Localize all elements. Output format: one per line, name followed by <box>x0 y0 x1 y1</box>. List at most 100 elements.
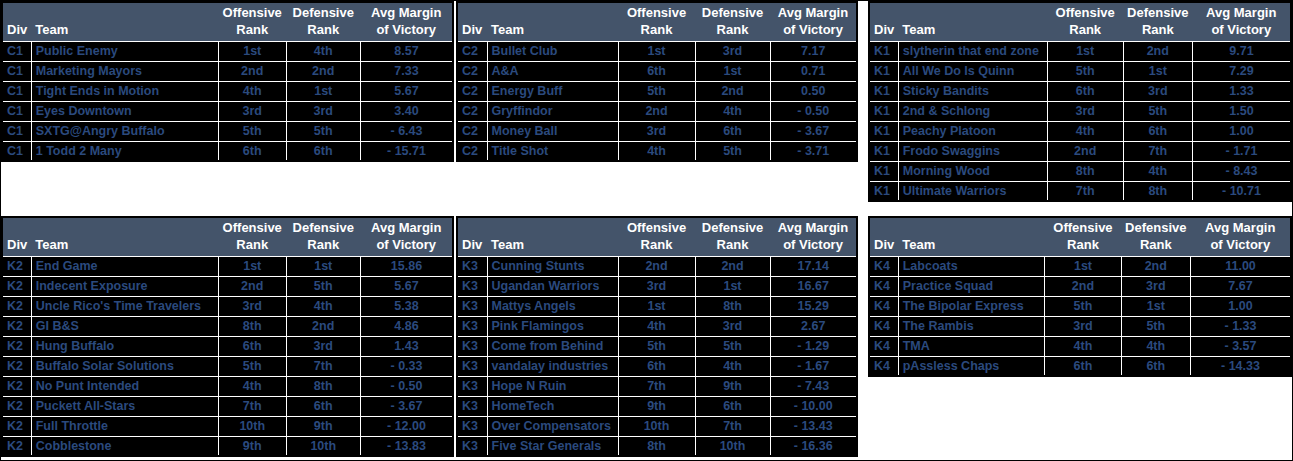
offensive-rank-cell[interactable]: 1st <box>1047 41 1123 61</box>
offensive-rank-cell[interactable]: 7th <box>618 376 695 396</box>
header-avg-margin[interactable]: Avg Margin of Victory <box>360 217 453 256</box>
offensive-rank-cell[interactable]: 5th <box>218 356 286 376</box>
div-cell[interactable]: K2 <box>2 376 31 396</box>
offensive-rank-cell[interactable]: 4th <box>218 81 286 101</box>
header-avg-margin[interactable]: Avg Margin of Victory <box>770 2 857 41</box>
offensive-rank-cell[interactable]: 5th <box>618 336 695 356</box>
div-cell[interactable]: K3 <box>457 436 487 456</box>
div-cell[interactable]: C2 <box>457 41 487 61</box>
defensive-rank-cell[interactable]: 3rd <box>695 41 770 61</box>
team-cell[interactable]: End Game <box>31 256 218 276</box>
team-cell[interactable]: All We Do Is Quinn <box>898 61 1047 81</box>
defensive-rank-cell[interactable]: 5th <box>286 276 360 296</box>
offensive-rank-cell[interactable]: 5th <box>1045 296 1121 316</box>
div-cell[interactable]: C1 <box>2 61 31 81</box>
div-cell[interactable]: K4 <box>869 256 898 276</box>
defensive-rank-cell[interactable]: 2nd <box>286 316 360 336</box>
header-team[interactable]: Team <box>487 217 618 256</box>
offensive-rank-cell[interactable]: 3rd <box>618 121 695 141</box>
margin-cell[interactable]: 5.67 <box>360 81 453 101</box>
defensive-rank-cell[interactable]: 6th <box>695 396 770 416</box>
div-cell[interactable]: C1 <box>2 41 31 61</box>
defensive-rank-cell[interactable]: 5th <box>695 141 770 161</box>
team-cell[interactable]: The Bipolar Express <box>898 296 1045 316</box>
team-cell[interactable]: slytherin that end zone <box>898 41 1047 61</box>
offensive-rank-cell[interactable]: 2nd <box>218 276 286 296</box>
team-cell[interactable]: Full Throttle <box>31 416 218 436</box>
margin-cell[interactable]: 1.33 <box>1193 81 1292 101</box>
team-cell[interactable]: Marketing Mayors <box>31 61 218 81</box>
defensive-rank-cell[interactable]: 4th <box>286 41 360 61</box>
div-cell[interactable]: C2 <box>457 141 487 161</box>
offensive-rank-cell[interactable]: 7th <box>218 396 286 416</box>
team-cell[interactable]: Puckett All-Stars <box>31 396 218 416</box>
team-cell[interactable]: Cunning Stunts <box>487 256 618 276</box>
team-cell[interactable]: Money Ball <box>487 121 618 141</box>
div-cell[interactable]: K4 <box>869 316 898 336</box>
defensive-rank-cell[interactable]: 3rd <box>1121 276 1190 296</box>
defensive-rank-cell[interactable]: 1st <box>695 61 770 81</box>
team-cell[interactable]: Hope N Ruin <box>487 376 618 396</box>
offensive-rank-cell[interactable]: 3rd <box>218 101 286 121</box>
div-cell[interactable]: K2 <box>2 416 31 436</box>
offensive-rank-cell[interactable]: 4th <box>618 316 695 336</box>
defensive-rank-cell[interactable]: 1st <box>286 81 360 101</box>
defensive-rank-cell[interactable]: 6th <box>1123 121 1192 141</box>
offensive-rank-cell[interactable]: 6th <box>218 336 286 356</box>
div-cell[interactable]: K2 <box>2 336 31 356</box>
header-offensive-rank[interactable]: Offensive Rank <box>1047 2 1123 41</box>
offensive-rank-cell[interactable]: 1st <box>1045 256 1121 276</box>
margin-cell[interactable]: 7.33 <box>360 61 453 81</box>
margin-cell[interactable]: - 3.67 <box>770 121 857 141</box>
team-cell[interactable]: TMA <box>898 336 1045 356</box>
margin-cell[interactable]: 4.86 <box>360 316 453 336</box>
div-cell[interactable]: C1 <box>2 121 31 141</box>
offensive-rank-cell[interactable]: 6th <box>1047 81 1123 101</box>
header-team[interactable]: Team <box>898 217 1045 256</box>
div-cell[interactable]: K3 <box>457 256 487 276</box>
offensive-rank-cell[interactable]: 2nd <box>1045 276 1121 296</box>
defensive-rank-cell[interactable]: 1st <box>1121 296 1190 316</box>
margin-cell[interactable]: 2.67 <box>770 316 857 336</box>
team-cell[interactable]: Ultimate Warriors <box>898 181 1047 201</box>
header-avg-margin[interactable]: Avg Margin of Victory <box>1193 2 1292 41</box>
div-cell[interactable]: K2 <box>2 396 31 416</box>
offensive-rank-cell[interactable]: 8th <box>1047 161 1123 181</box>
margin-cell[interactable]: 7.17 <box>770 41 857 61</box>
offensive-rank-cell[interactable]: 3rd <box>618 276 695 296</box>
offensive-rank-cell[interactable]: 6th <box>618 61 695 81</box>
header-div[interactable]: Div <box>2 217 31 256</box>
margin-cell[interactable]: 1.00 <box>1191 296 1292 316</box>
defensive-rank-cell[interactable]: 8th <box>695 296 770 316</box>
team-cell[interactable]: Gryffindor <box>487 101 618 121</box>
team-cell[interactable]: A&A <box>487 61 618 81</box>
defensive-rank-cell[interactable]: 6th <box>695 121 770 141</box>
header-defensive-rank[interactable]: Defensive Rank <box>695 2 770 41</box>
defensive-rank-cell[interactable]: 7th <box>1123 141 1192 161</box>
margin-cell[interactable]: 3.40 <box>360 101 453 121</box>
defensive-rank-cell[interactable]: 6th <box>286 141 360 161</box>
div-cell[interactable]: C1 <box>2 81 31 101</box>
offensive-rank-cell[interactable]: 9th <box>218 436 286 456</box>
offensive-rank-cell[interactable]: 2nd <box>618 256 695 276</box>
header-div[interactable]: Div <box>869 2 898 41</box>
team-cell[interactable]: Mattys Angels <box>487 296 618 316</box>
header-defensive-rank[interactable]: Defensive Rank <box>1123 2 1192 41</box>
defensive-rank-cell[interactable]: 3rd <box>286 101 360 121</box>
offensive-rank-cell[interactable]: 9th <box>618 396 695 416</box>
team-cell[interactable]: 2nd & Schlong <box>898 101 1047 121</box>
header-div[interactable]: Div <box>457 217 487 256</box>
team-cell[interactable]: No Punt Intended <box>31 376 218 396</box>
margin-cell[interactable]: 7.29 <box>1193 61 1292 81</box>
margin-cell[interactable]: - 13.43 <box>770 416 857 436</box>
offensive-rank-cell[interactable]: 3rd <box>1047 101 1123 121</box>
header-avg-margin[interactable]: Avg Margin of Victory <box>770 217 857 256</box>
offensive-rank-cell[interactable]: 10th <box>218 416 286 436</box>
team-cell[interactable]: Buffalo Solar Solutions <box>31 356 218 376</box>
header-offensive-rank[interactable]: Offensive Rank <box>618 2 695 41</box>
offensive-rank-cell[interactable]: 2nd <box>1047 141 1123 161</box>
margin-cell[interactable]: 11.00 <box>1191 256 1292 276</box>
div-cell[interactable]: K3 <box>457 276 487 296</box>
div-cell[interactable]: K2 <box>2 256 31 276</box>
offensive-rank-cell[interactable]: 2nd <box>218 61 286 81</box>
